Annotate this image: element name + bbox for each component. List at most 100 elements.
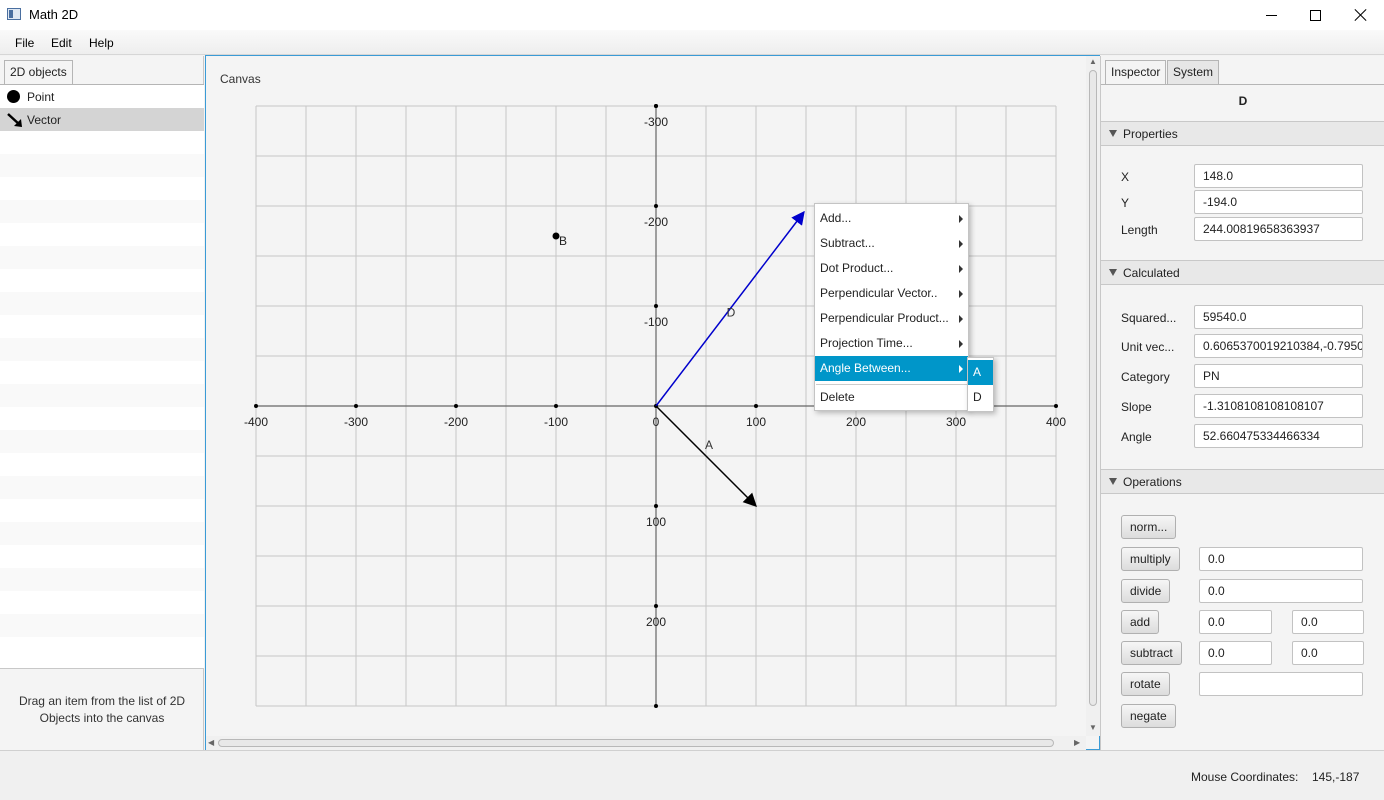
vector-a <box>655 405 757 507</box>
tab-divider <box>1101 84 1384 85</box>
divide-input[interactable]: 0.0 <box>1199 579 1363 603</box>
tab-system[interactable]: System <box>1167 60 1220 84</box>
negate-button[interactable]: negate <box>1121 704 1176 728</box>
list-item <box>0 522 204 545</box>
section-properties[interactable]: Properties <box>1101 121 1384 146</box>
rotate-button[interactable]: rotate <box>1121 672 1170 696</box>
vertical-scroll-thumb[interactable] <box>1089 70 1097 706</box>
x-tick-label: -300 <box>344 415 368 429</box>
y-tick-label: -300 <box>644 115 668 129</box>
menu-item-angle-between[interactable]: Angle Between... <box>815 356 968 381</box>
squared-label: Squared... <box>1121 311 1177 325</box>
list-item <box>0 269 204 292</box>
list-item <box>0 246 204 269</box>
close-button[interactable] <box>1338 0 1384 30</box>
menu-item-label: Subtract... <box>820 236 875 250</box>
y-tick-label: -200 <box>644 215 668 229</box>
point-b <box>552 232 560 240</box>
selected-object-name: D <box>1238 94 1248 108</box>
maximize-button[interactable] <box>1292 0 1338 30</box>
list-item <box>0 361 204 384</box>
y-field[interactable]: -194.0 <box>1194 190 1363 214</box>
menu-item-projection-time[interactable]: Projection Time... <box>815 331 968 356</box>
list-item-point[interactable]: Point <box>0 85 204 108</box>
horizontal-scroll-thumb[interactable] <box>218 739 1054 747</box>
scroll-right-icon[interactable]: ▶ <box>1074 738 1081 747</box>
unit-vector-field[interactable]: 0.6065370019210384,-0.7950 <box>1194 334 1363 358</box>
section-title: Calculated <box>1123 266 1180 280</box>
angle-label: Angle <box>1121 430 1152 444</box>
add-y-input[interactable]: 0.0 <box>1292 610 1364 634</box>
menu-item-add[interactable]: Add... <box>815 206 968 231</box>
unit-vector-label: Unit vec... <box>1121 340 1175 354</box>
list-item <box>0 499 204 522</box>
menu-help[interactable]: Help <box>89 36 114 50</box>
menu-item-label: Add... <box>820 211 852 225</box>
y-tick-label: -100 <box>644 315 668 329</box>
scroll-left-icon[interactable]: ◀ <box>208 738 215 747</box>
minimize-button[interactable] <box>1248 0 1294 30</box>
x-tick-label: 100 <box>746 415 766 429</box>
category-field[interactable]: PN <box>1194 364 1363 388</box>
collapse-triangle-icon <box>1109 130 1117 137</box>
scroll-up-icon[interactable]: ▲ <box>1089 57 1097 66</box>
horizontal-scrollbar[interactable]: ◀ ▶ <box>206 736 1086 750</box>
rotate-input[interactable] <box>1199 672 1363 696</box>
squared-field[interactable]: 59540.0 <box>1194 305 1363 329</box>
list-item <box>0 637 204 660</box>
tab-inspector[interactable]: Inspector <box>1105 60 1167 84</box>
list-item <box>0 338 204 361</box>
subtract-y-input[interactable]: 0.0 <box>1292 641 1364 665</box>
section-operations[interactable]: Operations <box>1101 469 1384 494</box>
submenu-item-d[interactable]: D <box>973 390 982 404</box>
x-tick-mark <box>354 404 358 408</box>
section-calculated[interactable]: Calculated <box>1101 260 1384 285</box>
angle-field[interactable]: 52.660475334466334 <box>1194 424 1363 448</box>
menu-item-perpendicular-vector[interactable]: Perpendicular Vector.. <box>815 281 968 306</box>
x-tick-mark <box>754 404 758 408</box>
list-item-vector[interactable]: Vector <box>0 108 204 131</box>
menu-item-delete[interactable]: Delete <box>815 385 968 410</box>
length-field[interactable]: 244.00819658363937 <box>1194 217 1363 241</box>
minimize-icon <box>1265 14 1277 16</box>
submenu-item-a[interactable]: A <box>968 360 993 385</box>
objects-panel: 2D objects Point Vector <box>0 56 204 750</box>
tab-2d-objects[interactable]: 2D objects <box>4 60 73 84</box>
multiply-button[interactable]: multiply <box>1121 547 1180 571</box>
y-tick-mark <box>654 504 658 508</box>
y-tick-mark <box>654 304 658 308</box>
vertical-scrollbar[interactable]: ▲ ▼ <box>1086 56 1100 736</box>
divide-button[interactable]: divide <box>1121 579 1171 603</box>
canvas-panel: Canvas -400 -300 -200 -100 0 100 200 300 400 -300… <box>205 55 1100 750</box>
y-tick-mark <box>654 104 658 108</box>
add-x-input[interactable]: 0.0 <box>1199 610 1272 634</box>
menu-item-subtract[interactable]: Subtract... <box>815 231 968 256</box>
x-tick-mark <box>554 404 558 408</box>
submenu-arrow-icon <box>959 265 963 273</box>
menu-item-label: Projection Time... <box>820 336 913 350</box>
angle-between-submenu: A D <box>967 357 994 412</box>
subtract-button[interactable]: subtract <box>1121 641 1182 665</box>
add-button[interactable]: add <box>1121 610 1160 634</box>
menu-file[interactable]: File <box>15 36 35 50</box>
normalize-button[interactable]: norm... <box>1121 515 1177 539</box>
list-item <box>0 315 204 338</box>
list-item <box>0 131 204 154</box>
title-bar: Math 2D <box>0 0 1384 30</box>
list-item <box>0 292 204 315</box>
menu-edit[interactable]: Edit <box>51 36 72 50</box>
scroll-down-icon[interactable]: ▼ <box>1089 723 1097 732</box>
mouse-coordinates-value: 145,-187 <box>1312 770 1360 784</box>
multiply-input[interactable]: 0.0 <box>1199 547 1363 571</box>
list-item-label: Vector <box>27 112 62 127</box>
x-tick-mark <box>254 404 258 408</box>
subtract-x-input[interactable]: 0.0 <box>1199 641 1272 665</box>
list-item <box>0 384 204 407</box>
slope-field[interactable]: -1.3108108108108107 <box>1194 394 1363 418</box>
menu-item-perpendicular-product[interactable]: Perpendicular Product... <box>815 306 968 331</box>
menu-item-dot-product[interactable]: Dot Product... <box>815 256 968 281</box>
inspector-panel: Inspector System D Properties X 148.0 Y … <box>1100 56 1384 750</box>
submenu-arrow-icon <box>959 240 963 248</box>
objects-list: Point Vector <box>0 84 204 668</box>
x-field[interactable]: 148.0 <box>1194 164 1363 188</box>
